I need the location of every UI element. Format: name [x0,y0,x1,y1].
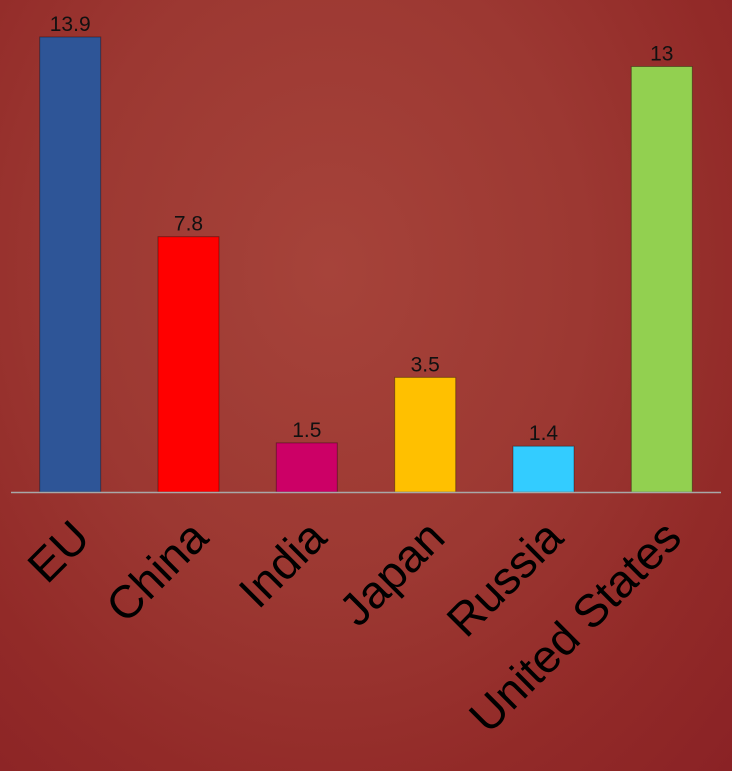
category-label-japan: Japan [329,510,454,635]
bar-eu [39,36,102,493]
category-label-united-states: United States [459,510,691,742]
value-label-russia: 1.4 [529,422,559,445]
value-label-china: 7.8 [174,213,203,236]
category-label-eu: EU [17,510,99,592]
bar-india [275,442,338,493]
value-label-japan: 3.5 [411,353,440,376]
value-label-india: 1.5 [292,419,321,442]
bar-japan [394,376,457,493]
category-label-india: India [229,510,337,618]
bar-china [157,236,220,493]
bar-united-states [630,66,693,493]
bar-russia [512,445,575,493]
value-labels-group: 13.9 7.8 1.5 3.5 1.4 13 [50,13,674,445]
value-label-eu: 13.9 [50,13,91,36]
category-label-china: China [96,510,218,632]
bars-group [39,36,693,493]
value-label-united-states: 13 [650,43,673,66]
